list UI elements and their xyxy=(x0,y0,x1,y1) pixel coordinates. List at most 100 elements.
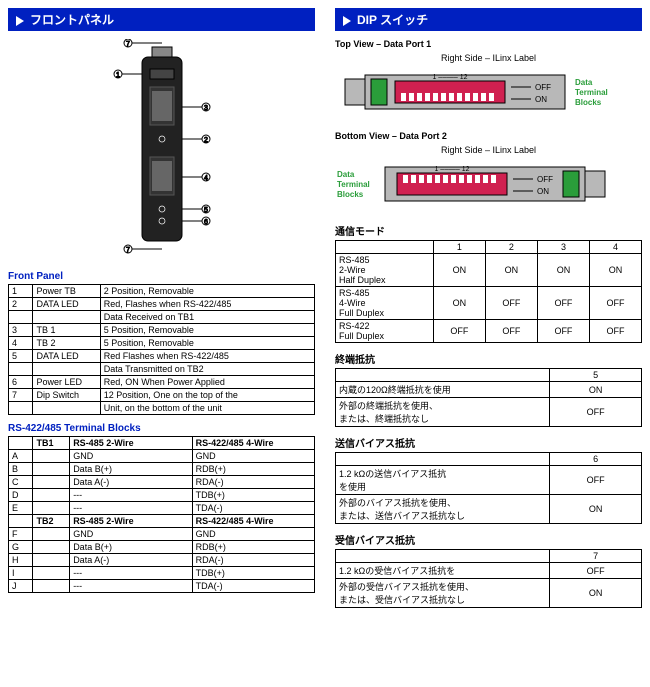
table-cell: Data Transmitted on TB2 xyxy=(100,363,314,376)
table-cell: Data Received on TB1 xyxy=(100,311,314,324)
table-cell xyxy=(33,476,70,489)
table-cell: GND xyxy=(70,450,192,463)
table-cell: OFF xyxy=(550,466,642,495)
table-cell: --- xyxy=(70,489,192,502)
table-cell: RDB(+) xyxy=(192,463,314,476)
table-cell xyxy=(336,241,434,254)
dip-top-diagram: 1 ––––– 12 OFF ON Data Terminal Blocks xyxy=(335,67,615,117)
table-cell: GND xyxy=(70,528,192,541)
table-cell: Red, Flashes when RS-422/485 xyxy=(100,298,314,311)
table-cell: 6 xyxy=(550,453,642,466)
table-cell xyxy=(9,363,33,376)
table-cell: TDA(-) xyxy=(192,502,314,515)
table-cell: RDB(+) xyxy=(192,541,314,554)
svg-text:Blocks: Blocks xyxy=(575,98,602,107)
table-cell: OFF xyxy=(550,563,642,579)
table-cell: 1 xyxy=(433,241,485,254)
table-cell: D xyxy=(9,489,33,502)
table-cell: RS-422/485 4-Wire xyxy=(192,437,314,450)
table-cell: J xyxy=(9,580,33,593)
table-cell xyxy=(33,311,100,324)
table-cell: 5 Position, Removable xyxy=(100,324,314,337)
svg-text:7: 7 xyxy=(126,41,130,48)
svg-text:2: 2 xyxy=(204,137,208,144)
svg-text:7: 7 xyxy=(126,247,130,254)
svg-text:Terminal: Terminal xyxy=(337,180,370,189)
table-cell: ON xyxy=(433,287,485,320)
table-cell: 5 xyxy=(9,350,33,363)
table-cell: 外部のバイアス抵抗を使用、または、送信バイアス抵抗なし xyxy=(336,495,550,524)
table-cell: --- xyxy=(70,502,192,515)
table-cell xyxy=(33,363,100,376)
table-cell: Power LED xyxy=(33,376,100,389)
table-cell: Unit, on the bottom of the unit xyxy=(100,402,314,415)
table-cell: RS-4852-WireHalf Duplex xyxy=(336,254,434,287)
table-cell: 6 xyxy=(9,376,33,389)
svg-text:OFF: OFF xyxy=(537,175,553,184)
table-cell: RS-485 2-Wire xyxy=(70,437,192,450)
table-cell: 外部の終端抵抗を使用、または、終端抵抗なし xyxy=(336,398,550,427)
front-panel-table: 1Power TB2 Position, Removable2DATA LEDR… xyxy=(8,284,315,415)
svg-text:1 ––––– 12: 1 ––––– 12 xyxy=(434,166,469,173)
table-cell: OFF xyxy=(537,287,589,320)
front-panel-table-title: Front Panel xyxy=(8,271,315,282)
table-cell: 2 xyxy=(485,241,537,254)
front-panel-diagram: 7 1 3 2 4 5 6 7 xyxy=(92,39,232,259)
table-cell: ON xyxy=(550,382,642,398)
rxbias-table: 71.2 kΩの受信バイアス抵抗をOFF外部の受信バイアス抵抗を使用、または、受… xyxy=(335,549,642,608)
table-cell: Data B(+) xyxy=(70,541,192,554)
table-cell: TDB(+) xyxy=(192,489,314,502)
table-cell: ON xyxy=(589,254,641,287)
table-cell: 2 xyxy=(9,298,33,311)
table-cell: Data B(+) xyxy=(70,463,192,476)
table-cell: TB2 xyxy=(33,515,70,528)
table-cell: Data A(-) xyxy=(70,476,192,489)
table-cell: Red Flashes when RS-422/485 xyxy=(100,350,314,363)
right-side-label-2: Right Side – ILinx Label xyxy=(335,145,642,155)
table-cell: G xyxy=(9,541,33,554)
table-cell: Data A(-) xyxy=(70,554,192,567)
term-res-title: 終端抵抗 xyxy=(335,351,642,366)
svg-text:Blocks: Blocks xyxy=(337,190,364,199)
table-cell: GND xyxy=(192,450,314,463)
table-cell xyxy=(9,311,33,324)
table-cell: Power TB xyxy=(33,285,100,298)
table-cell: 1.2 kΩの送信バイアス抵抗を使用 xyxy=(336,466,550,495)
dip-switch-header: DIP スイッチ xyxy=(335,8,642,31)
comm-mode-table: 1234RS-4852-WireHalf DuplexONONONONRS-48… xyxy=(335,240,642,343)
table-cell xyxy=(9,437,33,450)
table-cell: E xyxy=(9,502,33,515)
table-cell xyxy=(336,369,550,382)
table-cell: ON xyxy=(433,254,485,287)
table-cell xyxy=(33,567,70,580)
table-cell xyxy=(336,550,550,563)
svg-text:ON: ON xyxy=(537,187,549,196)
table-cell: OFF xyxy=(589,320,641,343)
table-cell: 7 xyxy=(9,389,33,402)
txbias-title: 送信バイアス抵抗 xyxy=(335,435,642,450)
table-cell: RS-422Full Duplex xyxy=(336,320,434,343)
table-cell xyxy=(33,580,70,593)
svg-text:3: 3 xyxy=(204,105,208,112)
svg-text:6: 6 xyxy=(204,219,208,226)
table-cell: A xyxy=(9,450,33,463)
svg-text:Terminal: Terminal xyxy=(575,88,608,97)
table-cell: --- xyxy=(70,580,192,593)
svg-text:OFF: OFF xyxy=(535,83,551,92)
table-cell: RDA(-) xyxy=(192,554,314,567)
table-cell: OFF xyxy=(537,320,589,343)
svg-text:ON: ON xyxy=(535,95,547,104)
table-cell: TB1 xyxy=(33,437,70,450)
dip-bottom-diagram: Data Terminal Blocks 1 ––––– 12 OFF ON xyxy=(335,159,615,209)
table-cell: OFF xyxy=(589,287,641,320)
table-cell: 7 xyxy=(550,550,642,563)
table-cell: OFF xyxy=(433,320,485,343)
svg-text:4: 4 xyxy=(204,175,208,182)
table-cell: TB 1 xyxy=(33,324,100,337)
table-cell: 3 xyxy=(9,324,33,337)
svg-text:1: 1 xyxy=(116,72,120,79)
front-panel-header: フロントパネル xyxy=(8,8,315,31)
bottom-view-label: Bottom View – Data Port 2 xyxy=(335,131,642,141)
table-cell: OFF xyxy=(485,320,537,343)
table-cell: 2 Position, Removable xyxy=(100,285,314,298)
